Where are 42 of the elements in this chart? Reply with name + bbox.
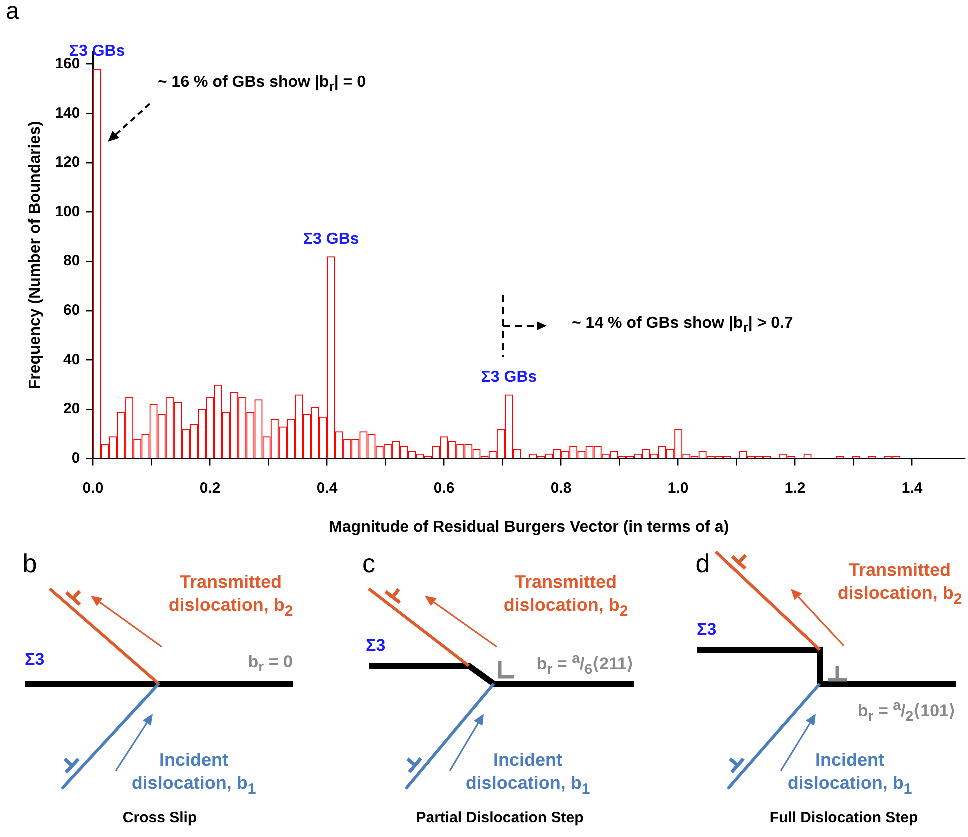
- text: Transmitted dislocation, b$_{2}$: [838, 560, 962, 608]
- text: Incident dislocation, b$_{1}$: [466, 750, 590, 798]
- y-tick-label: 40: [64, 351, 80, 368]
- text: Partial Dislocation Step: [416, 810, 584, 826]
- text: c: [362, 548, 376, 578]
- text: Transmitted dislocation, b$_{2}$: [504, 572, 628, 620]
- annotation: ~ 14 % of GBs show |b$_{r}$| > 0.7: [572, 315, 794, 336]
- text: Incident dislocation, b$_{1}$: [132, 750, 256, 798]
- x-tick-label: 0.8: [550, 480, 572, 497]
- text: Full Dislocation Step: [770, 810, 918, 826]
- text: b$_{r}$ = $^{a}$/$_{6}$⟨211⟩: [536, 650, 634, 678]
- y-tick-label: 120: [55, 154, 80, 172]
- x-tick-label: 0.0: [82, 480, 104, 497]
- text: Σ3: [366, 636, 386, 655]
- y-tick-label: 140: [55, 104, 80, 122]
- x-tick-label: 0.4: [316, 480, 338, 497]
- text: Transmitted dislocation, b$_{2}$: [168, 572, 294, 620]
- y-tick-label: 20: [64, 400, 80, 418]
- x-tick-label: 1.2: [784, 480, 806, 497]
- text: b: [22, 548, 38, 578]
- text: a: [6, 0, 20, 25]
- text: Cross Slip: [122, 810, 198, 826]
- text: Σ3: [697, 620, 717, 639]
- annotation: Σ3 GBs: [481, 368, 538, 386]
- text: d: [696, 548, 710, 578]
- text: b$_{r}$ = 0: [248, 652, 293, 676]
- text: Σ3: [25, 650, 45, 669]
- y-tick-label: 80: [64, 252, 80, 270]
- y-tick-label: 100: [55, 203, 80, 220]
- annotation: Σ3 GBs: [303, 230, 360, 248]
- x-tick-label: 0.6: [434, 480, 455, 497]
- x-tick-label: 1.4: [902, 480, 924, 497]
- text: Incident dislocation, b$_{1}$: [788, 750, 912, 798]
- y-tick-label: 160: [55, 55, 80, 72]
- text: b$_{r}$ = $^{a}$/$_{2}$⟨101⟩: [858, 697, 956, 725]
- x-tick-label: 0.2: [200, 480, 221, 497]
- y-axis-title: Frequency (Number of Boundaries): [27, 121, 44, 390]
- y-tick-label: 0: [72, 450, 80, 467]
- annotation: ~ 16 % of GBs show |b$_{r}$| = 0: [158, 74, 366, 94]
- x-axis-title: Magnitude of Residual Burgers Vector (in terms of a): [329, 518, 730, 536]
- x-tick-label: 1.0: [668, 480, 689, 497]
- y-tick-label: 60: [64, 302, 80, 320]
